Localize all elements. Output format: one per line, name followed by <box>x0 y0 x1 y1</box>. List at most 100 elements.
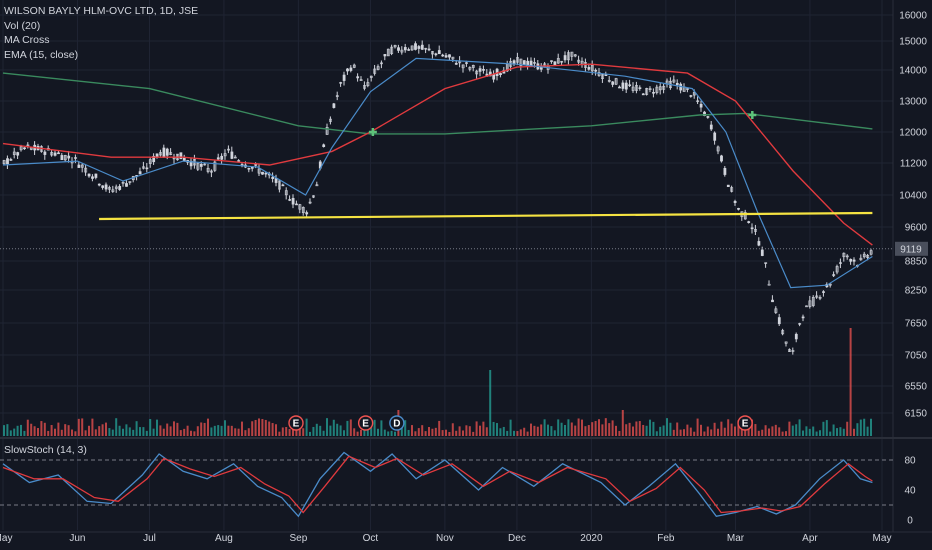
indicator-ema[interactable]: EMA (15, close) <box>4 48 79 61</box>
candle-body <box>621 82 625 89</box>
candle-body <box>335 95 339 97</box>
candle-body <box>842 252 846 258</box>
candle-body <box>162 147 166 157</box>
ma-cross-marker <box>368 128 377 136</box>
time-tick-label: Jul <box>143 533 156 544</box>
volume-bar <box>441 430 444 436</box>
volume-bar <box>645 425 648 436</box>
candle-body <box>312 195 315 198</box>
price-tick-label: 16000 <box>899 11 927 22</box>
volume-bar <box>37 428 39 436</box>
candle-body <box>220 155 224 160</box>
oscillator-label[interactable]: SlowStoch (14, 3) <box>4 444 87 456</box>
volume-bar <box>237 428 240 436</box>
volume-bar <box>373 419 376 436</box>
candle-body <box>448 54 451 58</box>
volume-bar <box>190 430 192 436</box>
volume-bar <box>598 419 600 436</box>
candle-body <box>369 75 373 78</box>
volume-bar <box>448 431 451 436</box>
volume-bar <box>111 429 114 436</box>
volume-bar <box>757 430 760 436</box>
time-tick-label: Dec <box>508 533 526 544</box>
volume-bar <box>604 418 607 436</box>
candle-body <box>835 266 839 273</box>
volume-bar <box>530 423 532 436</box>
volume-bar <box>842 428 845 436</box>
candle-body <box>155 153 159 157</box>
candle-body <box>519 58 523 67</box>
volume-bar <box>360 429 362 436</box>
volume-bar <box>451 423 454 436</box>
volume-bar <box>462 430 464 436</box>
candle-body <box>499 73 502 76</box>
candle-body <box>199 163 203 167</box>
candle-body <box>414 43 417 50</box>
volume-bar <box>863 418 866 436</box>
volume-bar <box>258 418 260 436</box>
candle-body <box>349 67 353 71</box>
volume-bar <box>513 430 515 436</box>
volume-bar <box>689 427 692 436</box>
candle-body <box>179 152 183 160</box>
candle-body <box>295 203 298 206</box>
volume-bar <box>754 424 757 436</box>
candle-body <box>43 151 47 155</box>
indicator-vol[interactable]: Vol (20) <box>4 19 41 32</box>
candle-body <box>437 50 441 55</box>
candle-body <box>420 44 424 50</box>
candle-body <box>227 148 230 151</box>
candle-body <box>604 74 608 76</box>
candle-body <box>145 167 149 170</box>
volume-bar <box>6 424 9 436</box>
volume-bar <box>169 426 172 436</box>
volume-bar <box>84 430 87 436</box>
candle-body <box>849 258 853 262</box>
candle-body <box>747 221 751 223</box>
candle-body <box>811 297 815 306</box>
volume-bar <box>601 424 604 436</box>
volume-bar <box>594 420 597 436</box>
volume-bar <box>88 425 90 436</box>
volume-bar <box>179 430 182 436</box>
volume-bar <box>570 422 573 436</box>
volume-bar <box>829 431 832 436</box>
candle-body <box>53 152 57 156</box>
volume-bar <box>815 431 818 436</box>
symbol-title[interactable]: WILSON BAYLY HLM-OVC LTD, 1D, JSE <box>4 5 199 17</box>
candle-body <box>376 66 380 70</box>
volume-bar <box>9 430 12 436</box>
indicator-ma-cross[interactable]: MA Cross <box>4 34 50 46</box>
volume-bar <box>122 428 124 436</box>
candle-body <box>454 63 458 65</box>
candle-body <box>57 152 60 155</box>
volume-bar <box>414 431 417 436</box>
volume-bar <box>475 421 478 436</box>
candle-body <box>169 152 173 156</box>
volume-bar <box>802 430 804 436</box>
candle-body <box>403 47 407 51</box>
volume-bar <box>176 422 179 436</box>
candle-body <box>696 100 700 103</box>
volume-bar <box>438 420 441 436</box>
candle-body <box>264 172 268 175</box>
chart-legend: WILSON BAYLY HLM-OVC LTD, 1D, JSE Vol (2… <box>4 4 198 62</box>
volume-bar <box>485 427 488 436</box>
candle-body <box>111 189 115 192</box>
volume-bar <box>734 426 736 436</box>
volume-bar <box>322 430 325 436</box>
candle-body <box>686 88 689 90</box>
volume-bar <box>139 427 141 436</box>
volume-bar <box>628 422 631 436</box>
candle-body <box>291 197 295 205</box>
volume-bar <box>764 425 767 436</box>
candle-body <box>400 49 404 53</box>
candle-body <box>709 124 713 130</box>
candle-body <box>675 82 679 86</box>
candle-body <box>516 57 519 63</box>
price-tick-label: 7650 <box>905 319 928 330</box>
time-tick-label: Aug <box>215 533 233 544</box>
volume-bar <box>550 426 553 436</box>
candle-body <box>451 56 455 60</box>
